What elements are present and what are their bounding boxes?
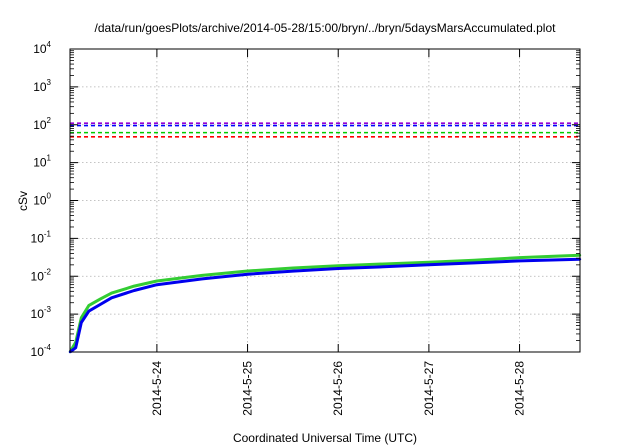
series-point	[291, 266, 295, 270]
y-tick-label: 100	[33, 192, 51, 208]
series-point	[518, 259, 521, 263]
series-point	[155, 279, 159, 283]
y-tick-label: 102	[33, 116, 51, 132]
x-tick-label: 2014-5-24	[150, 361, 164, 416]
grid-lines	[70, 49, 580, 352]
y-axis-label: cSv	[16, 191, 30, 211]
series-point	[201, 277, 204, 281]
chart-title: /data/run/goesPlots/archive/2014-05-28/1…	[95, 21, 557, 35]
series-point	[427, 263, 431, 266]
series-point	[80, 321, 83, 324]
series-point	[337, 267, 340, 270]
series-point	[337, 264, 340, 267]
series-point	[110, 291, 113, 295]
y-tick-label: 101	[33, 154, 51, 170]
series-point	[99, 297, 102, 301]
series-point	[473, 259, 476, 262]
x-axis-ticks: 2014-5-24 2014-5-25 2014-5-26 2014-5-27 2014…	[150, 49, 527, 416]
x-tick-label: 2014-5-26	[331, 361, 345, 416]
series-point	[80, 316, 83, 319]
y-tick-label: 10-4	[31, 343, 52, 359]
reference-lines	[70, 122, 580, 138]
series-point	[382, 265, 385, 268]
x-axis-label: Coordinated Universal Time (UTC)	[233, 431, 417, 445]
y-tick-label: 10-2	[31, 267, 52, 283]
series-line	[69, 257, 581, 354]
x-tick-label: 2014-5-25	[241, 361, 255, 416]
series-point	[473, 261, 476, 265]
x-tick-label: 2014-5-28	[513, 361, 527, 416]
series-point	[99, 303, 102, 306]
series-point	[87, 304, 91, 307]
series-point	[427, 261, 431, 264]
series-point	[291, 269, 295, 273]
y-tick-label: 10-1	[31, 229, 52, 245]
series-point	[518, 256, 521, 259]
series-point	[87, 309, 91, 313]
y-tick-label: 10-3	[31, 305, 52, 321]
series-point	[382, 262, 385, 266]
series-point	[155, 283, 159, 286]
y-tick-label: 103	[33, 78, 51, 94]
series-point	[246, 273, 249, 276]
x-tick-label: 2014-5-27	[422, 361, 436, 416]
series-point	[133, 289, 136, 292]
series-point	[110, 296, 113, 299]
y-axis-ticks: 10-4 10-3 10-2 10-1 100 101 102 103 104	[31, 40, 580, 359]
series-point	[133, 284, 136, 288]
series-point	[74, 346, 77, 349]
data-series	[68, 253, 582, 354]
series-point	[246, 269, 249, 273]
series-point	[201, 274, 204, 277]
y-tick-label: 104	[33, 40, 51, 56]
